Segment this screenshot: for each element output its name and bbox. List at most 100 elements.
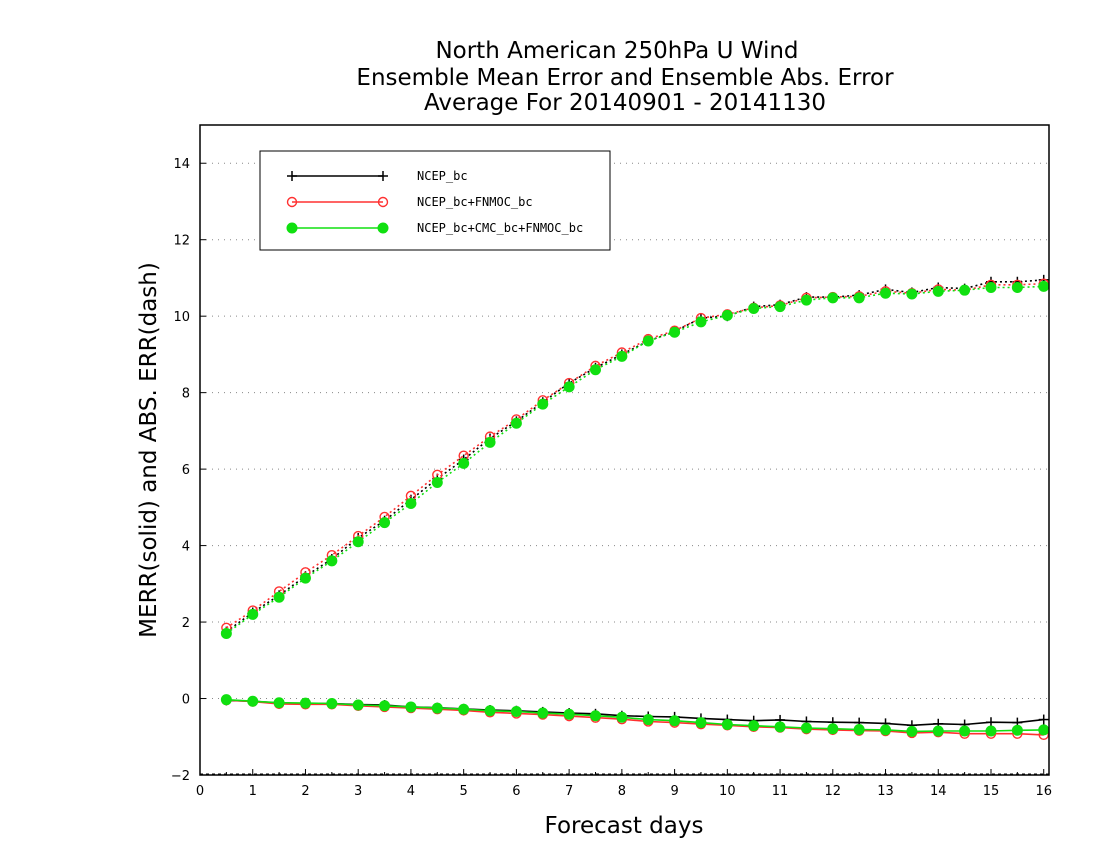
abs-err-point	[1011, 282, 1023, 293]
abs-err-point	[721, 309, 733, 321]
legend-marker	[377, 222, 389, 234]
abs-err-line	[225, 285, 1044, 635]
y-tick-label: 4	[182, 540, 190, 555]
abs-err-point	[589, 364, 601, 376]
x-tick-label: 10	[719, 784, 736, 799]
abs-err-point	[616, 350, 628, 362]
x-tick-label: 12	[825, 784, 842, 799]
abs-err-point	[774, 301, 786, 313]
merr-point	[273, 697, 285, 709]
merr-point	[589, 710, 601, 722]
x-tick-label: 1	[249, 784, 257, 799]
abs-err-point	[563, 381, 575, 393]
y-tick-label: 6	[182, 463, 190, 478]
abs-err-point	[932, 285, 944, 297]
merr-point	[800, 722, 812, 734]
merr-point	[721, 719, 733, 731]
abs-err-point	[985, 282, 997, 293]
abs-err-point	[853, 292, 865, 304]
merr-point	[695, 717, 707, 729]
merr-point	[616, 711, 628, 723]
merr-point	[458, 703, 470, 715]
x-tick-label: 3	[354, 784, 362, 799]
abs-err-point	[1038, 280, 1050, 292]
abs-err-point	[484, 436, 496, 448]
legend-marker	[377, 196, 389, 208]
merr-point	[379, 700, 391, 712]
abs-err-point	[510, 417, 522, 429]
series-2	[220, 280, 1050, 737]
abs-err-point	[352, 536, 364, 548]
grid-lines	[200, 162, 1049, 775]
x-tick-label: 13	[877, 784, 894, 799]
y-tick-label: 2	[182, 616, 190, 631]
x-tick-label: 5	[460, 784, 468, 799]
merr-point	[853, 724, 865, 735]
chart-title-line-1: North American 250hPa U Wind	[435, 38, 798, 64]
x-tick-label: 11	[772, 784, 789, 799]
abs-err-point	[431, 477, 443, 488]
abs-err-point	[537, 398, 549, 410]
legend-label: NCEP_bc	[417, 169, 468, 183]
abs-err-point	[748, 303, 760, 315]
merr-point	[1011, 724, 1023, 736]
merr-point	[827, 723, 839, 735]
abs-err-point	[458, 457, 470, 469]
merr-point	[537, 707, 549, 719]
series-1	[221, 278, 1049, 741]
legend-marker	[378, 171, 388, 181]
abs-err-point	[220, 628, 232, 640]
legend-marker	[287, 171, 297, 181]
y-tick-label: 14	[173, 157, 190, 172]
merr-point	[563, 708, 575, 720]
abs-err-point	[247, 608, 259, 620]
merr-point	[1038, 724, 1050, 736]
x-tick-label: 4	[407, 784, 415, 799]
x-tick-label: 6	[512, 784, 520, 799]
series-layer	[220, 274, 1050, 741]
x-axis-label: Forecast days	[545, 813, 704, 839]
abs-err-point	[880, 287, 892, 299]
legend-marker	[286, 196, 298, 208]
chart-title: North American 250hPa U Wind Ensemble Me…	[356, 38, 894, 116]
x-tick-label: 14	[930, 784, 947, 799]
y-tick-label: −2	[171, 769, 190, 784]
y-tick-label: 0	[182, 693, 190, 708]
abs-err-point	[405, 498, 417, 510]
abs-err-point	[299, 572, 311, 584]
x-tick-label: 16	[1035, 784, 1052, 799]
x-tick-label: 2	[301, 784, 309, 799]
x-tick-label: 15	[983, 784, 1000, 799]
merr-point	[352, 699, 364, 711]
legend-label: NCEP_bc+FNMOC_bc	[417, 195, 533, 209]
merr-point	[1038, 714, 1049, 725]
merr-point	[431, 702, 443, 714]
plot-frame	[199, 124, 1050, 776]
abs-err-point	[642, 335, 654, 347]
legend-marker	[286, 222, 298, 234]
series-0	[221, 274, 1049, 731]
merr-point	[484, 705, 496, 717]
chart-title-line-3: Average For 20140901 - 20141130	[424, 90, 826, 116]
chart-title-line-2: Ensemble Mean Error and Ensemble Abs. Er…	[356, 65, 894, 91]
x-tick-label: 8	[618, 784, 626, 799]
abs-err-point	[827, 292, 839, 304]
merr-point	[906, 725, 918, 737]
y-tick-label: 10	[173, 310, 190, 325]
abs-err-point	[379, 517, 391, 529]
abs-err-line	[225, 282, 1044, 629]
abs-err-point	[906, 288, 918, 300]
merr-point	[247, 695, 259, 707]
legend-box	[259, 150, 611, 251]
legend: NCEP_bc NCEP_bc+FNMOC_bc NCEP_bc+CMC_bc+FN…	[259, 150, 611, 251]
abs-err-point	[695, 316, 707, 328]
abs-err-point	[800, 294, 812, 306]
abs-err-point	[273, 591, 285, 603]
y-tick-label: 8	[182, 387, 190, 402]
merr-point	[405, 701, 417, 713]
x-tick-label: 9	[670, 784, 678, 799]
merr-point	[510, 706, 522, 718]
merr-point	[642, 714, 654, 726]
